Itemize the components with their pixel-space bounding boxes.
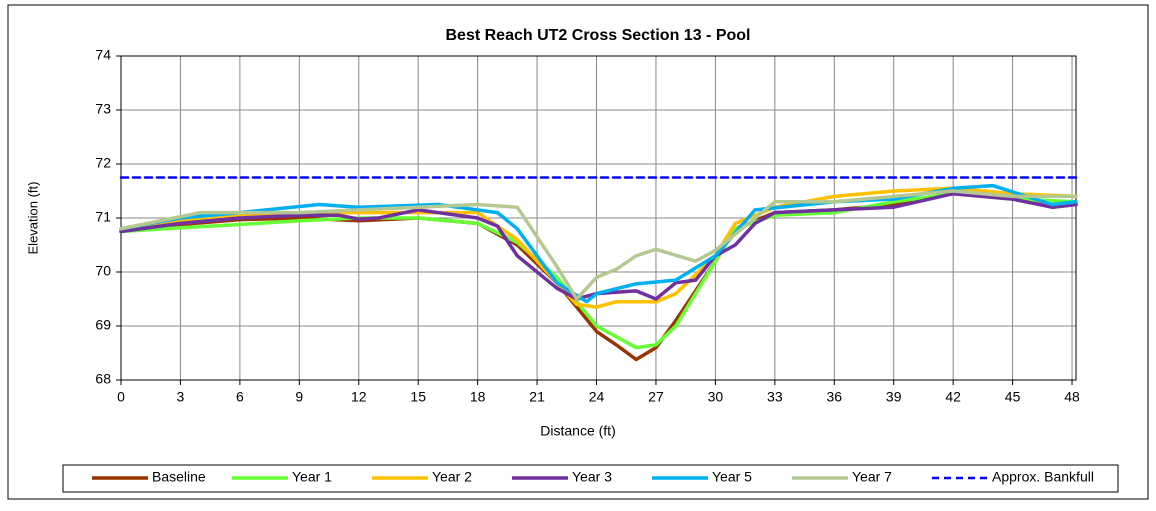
x-tick-label: 15 (410, 389, 426, 405)
x-tick-label: 36 (826, 389, 842, 405)
x-tick-label: 21 (529, 389, 545, 405)
x-axis-label: Distance (ft) (540, 423, 615, 439)
x-tick-label: 3 (177, 389, 185, 405)
x-tick-label: 6 (236, 389, 244, 405)
x-tick-label: 39 (886, 389, 902, 405)
y-tick-label: 74 (95, 47, 111, 63)
y-tick-label: 69 (95, 317, 111, 333)
x-tick-label: 42 (945, 389, 961, 405)
legend-label: Baseline (152, 469, 206, 485)
x-tick-label: 45 (1005, 389, 1021, 405)
x-tick-label: 18 (470, 389, 486, 405)
chart-frame (7, 4, 1149, 500)
x-tick-label: 12 (351, 389, 367, 405)
x-tick-label: 24 (589, 389, 605, 405)
x-tick-label: 33 (767, 389, 783, 405)
legend-label: Year 7 (852, 469, 892, 485)
line-series (119, 191, 1078, 301)
legend-label: Year 3 (572, 469, 612, 485)
legend-label: Year 2 (432, 469, 472, 485)
legend-label: Year 1 (292, 469, 332, 485)
line-series (119, 189, 1078, 301)
x-tick-label: 27 (648, 389, 664, 405)
chart-title: Best Reach UT2 Cross Section 13 - Pool (446, 27, 751, 44)
x-tick-label: 0 (117, 389, 125, 405)
legend-label: Year 5 (712, 469, 752, 485)
y-axis-label: Elevation (ft) (25, 182, 40, 255)
line-series (119, 191, 1078, 350)
y-tick-label: 68 (95, 371, 111, 387)
x-tick-label: 30 (708, 389, 724, 405)
y-tick-label: 71 (95, 209, 111, 225)
legend-label: Approx. Bankfull (992, 469, 1094, 485)
plot-area (120, 55, 1077, 381)
y-tick-label: 73 (95, 101, 111, 117)
x-tick-label: 48 (1064, 389, 1080, 405)
y-tick-label: 72 (95, 155, 111, 171)
x-tick-label: 9 (295, 389, 303, 405)
y-tick-label: 70 (95, 263, 111, 279)
